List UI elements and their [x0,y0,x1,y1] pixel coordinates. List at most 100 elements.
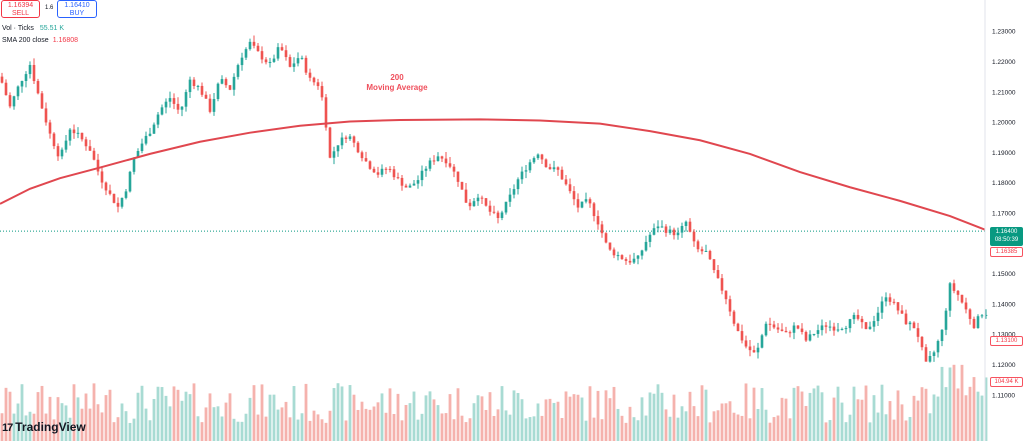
candle-body [292,63,296,67]
candle-body [60,149,64,157]
sma-price-tag: 1.16385 [990,247,1023,257]
volume-bar [268,394,272,441]
candle-body [624,259,628,261]
candle-body [508,194,512,202]
volume-bar [248,397,252,441]
candle-body [544,159,548,168]
volume-bar [40,385,44,441]
volume-bar [148,420,152,441]
volume-bar [592,417,596,441]
candle-body [240,57,244,66]
candle-body [88,146,92,151]
candle-body [100,171,104,183]
volume-bar [172,386,176,441]
volume-bar [520,399,524,441]
candle-body [940,329,944,342]
candle-body [40,93,44,109]
marker-price-tag: 1.13100 [990,336,1023,346]
buy-button[interactable]: 1.16410 BUY [57,0,97,18]
candle-body [944,310,948,330]
candle-body [644,241,648,251]
candle-body [524,170,528,172]
volume-bar [64,405,68,441]
candle-body [908,322,912,325]
price-axis: 1.110001.120001.130001.140001.150001.160… [984,0,1016,441]
candle-body [796,325,800,329]
volume-bar [120,403,124,441]
candle-body [800,328,804,332]
volume-bar [28,411,32,441]
volume-bar [816,385,820,441]
candle-body [216,83,220,100]
candle-body [852,314,856,320]
candles [0,35,988,363]
volume-bar [36,392,40,441]
candle-body [764,323,768,336]
volume-bar [200,422,204,441]
candle-body [428,160,432,169]
candle-body [844,328,848,330]
volume-bar [284,401,288,441]
volume-bar [820,392,824,441]
volume-bar [608,398,612,441]
candle-body [476,197,480,202]
volume-bar [968,386,972,441]
candle-body [584,199,588,202]
candle-body [344,137,348,139]
volume-legend[interactable]: Vol · Ticks 55.51 K [2,25,64,32]
candle-body [956,290,960,295]
volume-bar [680,406,684,441]
volume-bar [228,393,232,441]
volume-bar [564,391,568,441]
candle-body [340,137,344,146]
volume-bar [300,413,304,441]
volume-bar [424,395,428,441]
volume-bar [728,401,732,441]
candle-body [220,79,224,84]
candle-body [456,171,460,182]
candle-body [284,50,288,58]
candle-body [232,76,236,90]
volume-bar [276,409,280,441]
candle-body [176,103,180,110]
y-tick-label: 1.20000 [992,120,1016,127]
sell-button[interactable]: 1.16394 SELL [1,0,40,18]
tradingview-logo[interactable]: 17 TradingView [2,420,86,434]
candle-body [336,145,340,152]
candle-body [124,191,128,198]
candle-body [368,161,372,169]
volume-bar [316,414,320,441]
candle-body [272,58,276,62]
volume-bar [656,384,660,441]
candle-body [52,133,56,147]
candle-body [356,142,360,153]
candle-body [48,122,52,134]
sma-price-value: 1.16385 [995,249,1018,255]
candle-body [968,309,972,319]
volume-bar [444,413,448,441]
candle-body [972,318,976,329]
volume-bar [528,417,532,441]
volume-bar [496,409,500,441]
candle-body [672,229,676,236]
candle-body [140,143,144,152]
candle-body [548,167,552,170]
tradingview-name: TradingView [15,420,86,434]
candle-body [516,179,520,190]
candle-body [856,314,860,319]
volume-bar [240,421,244,441]
volume-bar [328,410,332,441]
candle-body [420,170,424,181]
candle-body [588,199,592,204]
volume-bar [364,408,368,441]
spread-value: 1.6 [45,5,54,11]
volume-bar [348,385,352,441]
volume-bar [352,394,356,441]
volume-bar [100,412,104,441]
volume-bar [600,419,604,441]
volume-bar [112,422,116,441]
candle-body [636,255,640,259]
volume-bar [484,409,488,441]
sma-legend[interactable]: SMA 200 close 1.16808 [2,37,78,44]
